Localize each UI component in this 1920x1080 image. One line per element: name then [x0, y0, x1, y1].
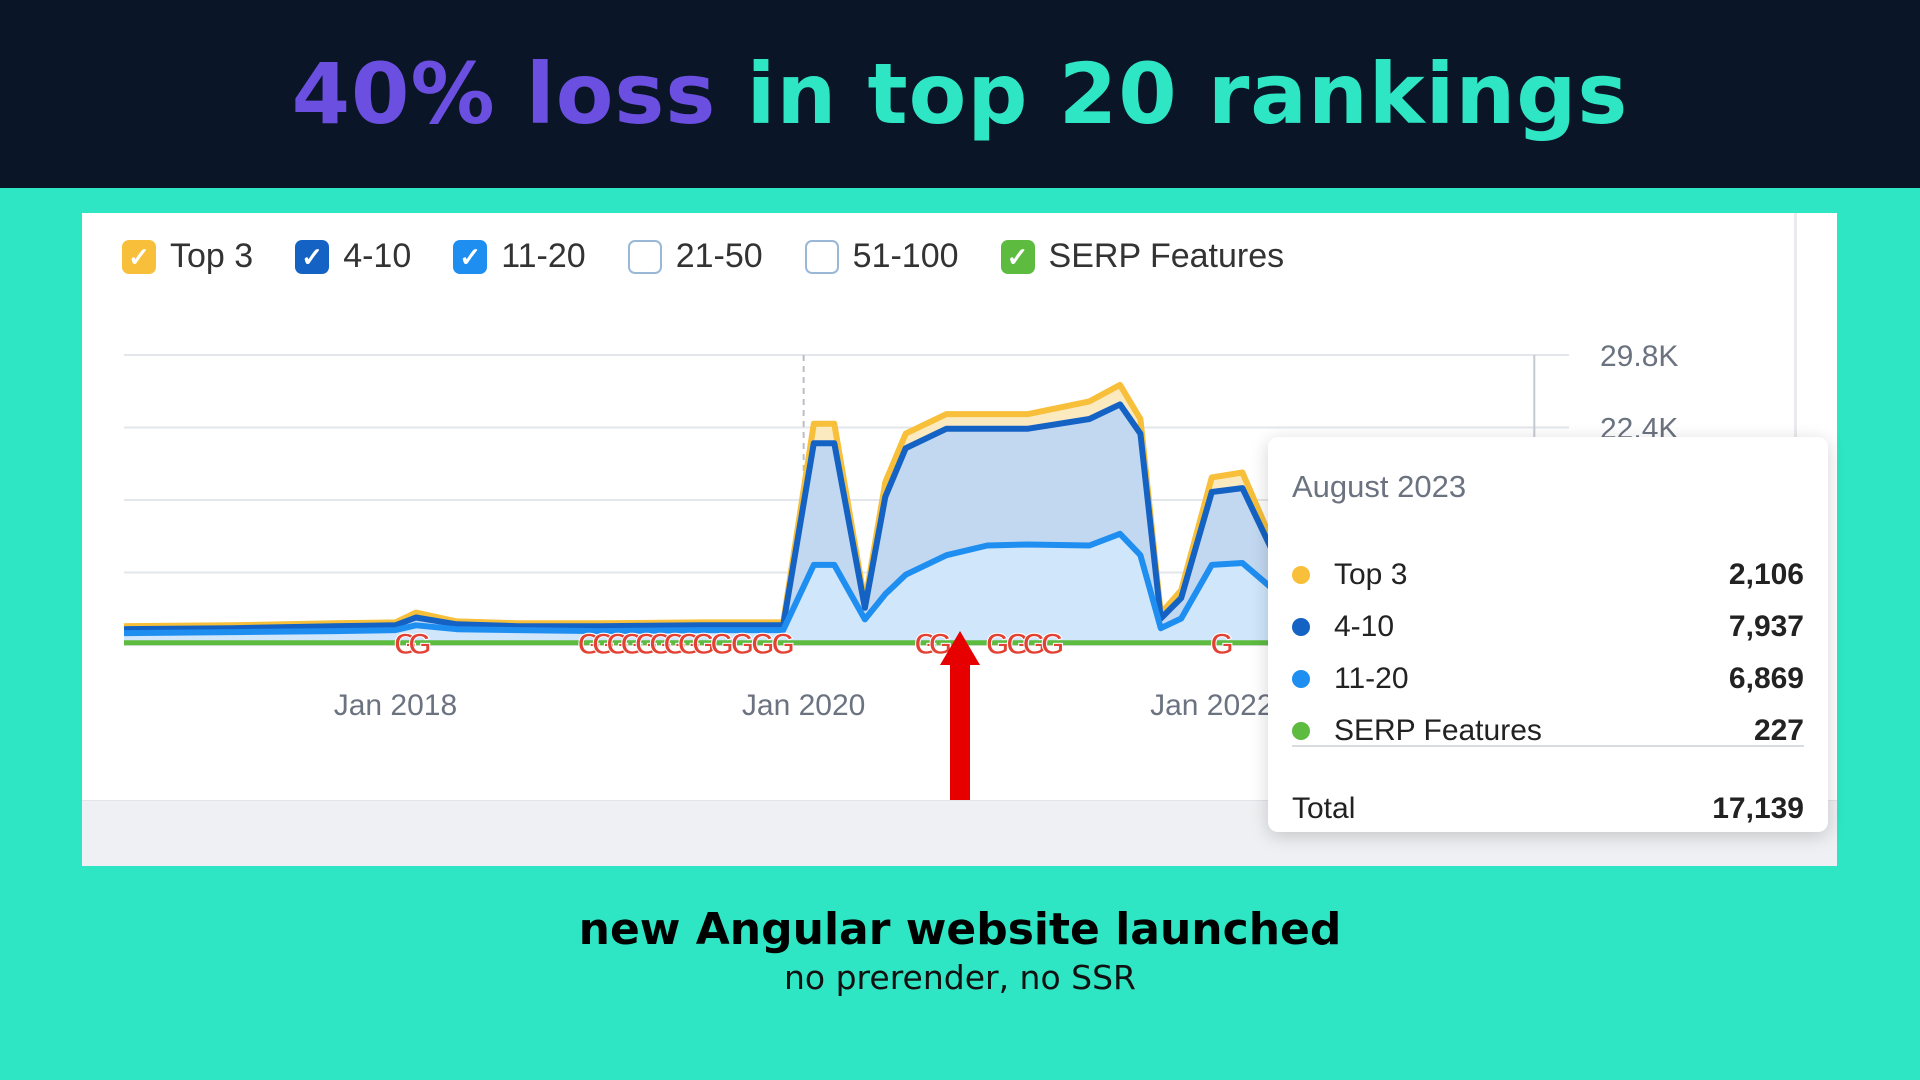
tooltip-divider: [1292, 745, 1804, 747]
google-update-icon: G: [635, 628, 658, 661]
google-update-icon: G: [914, 628, 937, 661]
google-update-icon: G: [649, 628, 672, 661]
tooltip-total-row: Total 17,139: [1292, 789, 1804, 829]
tooltip-row-value: 7,937: [1728, 610, 1804, 643]
google-update-icon: G: [408, 628, 431, 661]
google-update-icon: G: [678, 628, 701, 661]
google-update-icon: G: [1210, 628, 1233, 661]
tooltip-row-label: 4-10: [1334, 610, 1395, 643]
google-update-icon: G: [710, 628, 733, 661]
google-update-icon: G: [1023, 628, 1046, 661]
legend-label: 51-100: [852, 237, 959, 275]
google-update-icon: G: [621, 628, 644, 661]
google-update-icon: G: [772, 628, 795, 661]
google-update-icon: G: [1041, 628, 1064, 661]
chart-tooltip: August 2023 Top 3 2,106 4-10 7,937 11-20 6,86…: [1268, 437, 1828, 832]
series-dot-icon: [1292, 566, 1310, 584]
area-4-10: [124, 404, 1535, 634]
legend-label: 21-50: [675, 237, 763, 275]
legend-label: 4-10: [343, 237, 412, 275]
series-dot-icon: [1292, 618, 1310, 636]
launch-arrow-head-icon: [940, 631, 980, 665]
legend-item-21-50[interactable]: 21-50: [627, 237, 763, 276]
google-update-icon: G: [606, 628, 629, 661]
tooltip-row-serp-features: SERP Features 227: [1292, 711, 1804, 751]
tooltip-row-value: 2,106: [1728, 558, 1804, 591]
title-rest: in top 20 rankings: [746, 45, 1629, 143]
area-11-20: [124, 533, 1535, 643]
legend-item-51-100[interactable]: 51-100: [804, 237, 959, 276]
series-dot-icon: [1292, 670, 1310, 688]
tooltip-date: August 2023: [1292, 469, 1467, 504]
slide-header: 40% loss in top 20 rankings: [0, 0, 1920, 188]
checkbox-checked-icon[interactable]: ✓: [122, 239, 156, 274]
launch-arrow-shaft: [950, 663, 970, 835]
google-update-icon: G: [692, 628, 715, 661]
x-tick-label: Jan 2018: [334, 689, 457, 722]
google-update-icon: G: [578, 628, 601, 661]
checkbox-checked-icon[interactable]: ✓: [1000, 239, 1035, 274]
google-update-icon: G: [731, 628, 754, 661]
tooltip-row-4-10: 4-10 7,937: [1292, 607, 1804, 647]
legend-item-top-3[interactable]: ✓ Top 3: [122, 237, 253, 276]
tooltip-row-label: SERP Features: [1334, 714, 1542, 747]
google-update-icon: G: [663, 628, 686, 661]
google-update-icon: G: [986, 628, 1009, 661]
x-tick-label: Jan 2020: [742, 689, 865, 722]
series-dot-icon: [1292, 722, 1310, 740]
legend-item-4-10[interactable]: ✓ 4-10: [295, 237, 411, 276]
google-update-icon: G: [394, 628, 417, 661]
caption-main: new Angular website launched: [578, 904, 1342, 955]
legend-label: SERP Features: [1048, 237, 1285, 275]
legend-label: Top 3: [170, 237, 254, 275]
checkbox-checked-icon[interactable]: ✓: [453, 239, 488, 274]
tooltip-total-label: Total: [1292, 792, 1356, 825]
legend-label: 11-20: [501, 237, 586, 275]
chart-legend: ✓ Top 3 ✓ 4-10 ✓ 11-20 21-50 51-100 ✓ SERP Featur…: [122, 237, 1326, 276]
tooltip-row-label: 11-20: [1334, 662, 1409, 695]
tooltip-row-label: Top 3: [1334, 558, 1408, 591]
checkbox-empty-icon[interactable]: [804, 239, 839, 274]
google-update-icon: G: [1006, 628, 1029, 661]
checkbox-empty-icon[interactable]: [627, 239, 662, 274]
google-update-icon: G: [592, 628, 615, 661]
y-tick-label: 29.8K: [1600, 340, 1678, 373]
tooltip-row-value: 227: [1753, 714, 1804, 747]
legend-item-serp-features[interactable]: ✓ SERP Features: [1000, 237, 1285, 276]
caption-sub: no prerender, no SSR: [784, 958, 1136, 997]
slide-title: 40% loss in top 20 rankings: [292, 45, 1629, 143]
x-tick-label: Jan 2022: [1150, 689, 1273, 722]
legend-item-11-20[interactable]: ✓ 11-20: [453, 237, 586, 276]
google-update-icon: G: [751, 628, 774, 661]
tooltip-row-value: 6,869: [1728, 662, 1804, 695]
tooltip-row-11-20: 11-20 6,869: [1292, 659, 1804, 699]
tooltip-total-value: 17,139: [1712, 792, 1804, 825]
title-highlight: 40% loss: [291, 45, 717, 143]
tooltip-row-top-3: Top 3 2,106: [1292, 555, 1804, 595]
checkbox-checked-icon[interactable]: ✓: [295, 239, 330, 274]
